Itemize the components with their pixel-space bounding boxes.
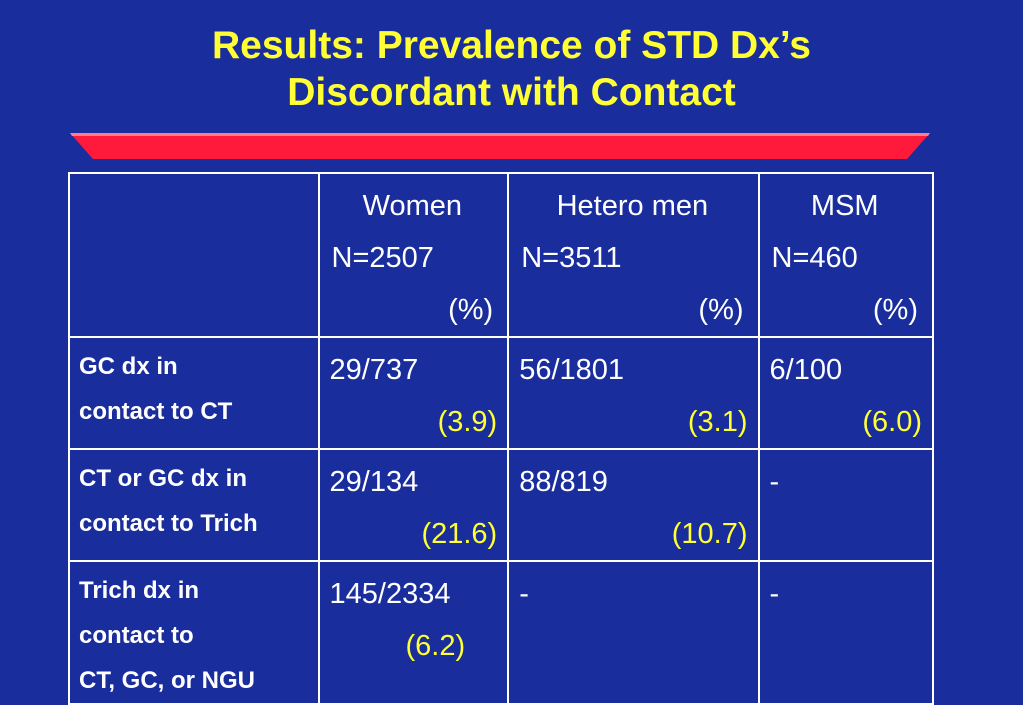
column-name: MSM (810, 190, 879, 222)
column-n: N=3511 (521, 242, 622, 274)
empty-value: - (519, 578, 529, 610)
empty-value: - (769, 466, 780, 498)
percentage: (6.2) (405, 630, 466, 662)
column-unit: (%) (448, 294, 494, 326)
count-fraction: 6/100 (769, 354, 843, 386)
table-row: GC dx in contact to CT 29/737 (3.9) 56/1… (68, 336, 935, 450)
column-name: Hetero men (556, 190, 709, 222)
count-fraction: 88/819 (519, 466, 608, 498)
row-label-line: CT, GC, or NGU (79, 667, 256, 694)
row-label-cell: Trich dx in contact to CT, GC, or NGU (68, 560, 320, 705)
value-cell: 29/737 (3.9) (317, 336, 510, 450)
row-label-line: CT or GC dx in (79, 465, 247, 492)
slide-title: Results: Prevalence of STD Dx’s Discorda… (0, 22, 1023, 116)
row-label-cell: CT or GC dx in contact to Trich (68, 448, 320, 562)
column-unit: (%) (872, 294, 918, 326)
title-divider (70, 133, 930, 159)
percentage: (6.0) (862, 406, 922, 438)
empty-value: - (769, 578, 780, 610)
title-line-2: Discordant with Contact (287, 71, 736, 114)
column-n: N=2507 (331, 242, 434, 274)
table-row: Trich dx in contact to CT, GC, or NGU 14… (68, 560, 935, 705)
row-label-line: Trich dx in (79, 577, 200, 604)
count-fraction: 29/737 (329, 354, 419, 386)
percentage: (3.1) (687, 406, 748, 438)
column-unit: (%) (698, 294, 744, 326)
count-fraction: 145/2334 (329, 578, 451, 610)
percentage: (10.7) (671, 518, 748, 550)
value-cell: - (507, 560, 760, 705)
percentage: (21.6) (421, 518, 498, 550)
header-hetero-men: Hetero men N=3511 (%) (507, 172, 760, 338)
value-cell: - (757, 560, 935, 705)
header-corner-cell (68, 172, 320, 338)
row-label-line: contact to Trich (79, 510, 258, 537)
header-msm: MSM N=460 (%) (757, 172, 935, 338)
title-line-1: Results: Prevalence of STD Dx’s (212, 24, 811, 67)
results-table: Women N=2507 (%) Hetero men N=3511 (%) M… (68, 172, 935, 705)
row-label-cell: GC dx in contact to CT (68, 336, 320, 450)
value-cell: 88/819 (10.7) (507, 448, 760, 562)
value-cell: 145/2334 (6.2) (317, 560, 510, 705)
table-row: CT or GC dx in contact to Trich 29/134 (… (68, 448, 935, 562)
count-fraction: 29/134 (329, 466, 419, 498)
row-label-line: GC dx in (79, 353, 178, 380)
value-cell: 29/134 (21.6) (317, 448, 510, 562)
header-women: Women N=2507 (%) (317, 172, 510, 338)
value-cell: - (757, 448, 935, 562)
row-label-line: contact to (79, 622, 194, 649)
percentage: (3.9) (437, 406, 498, 438)
value-cell: 6/100 (6.0) (757, 336, 935, 450)
count-fraction: 56/1801 (519, 354, 625, 386)
row-label-line: contact to CT (79, 398, 233, 425)
column-n: N=460 (771, 242, 858, 274)
table-header-row: Women N=2507 (%) Hetero men N=3511 (%) M… (68, 172, 935, 338)
column-name: Women (362, 190, 463, 222)
value-cell: 56/1801 (3.1) (507, 336, 760, 450)
